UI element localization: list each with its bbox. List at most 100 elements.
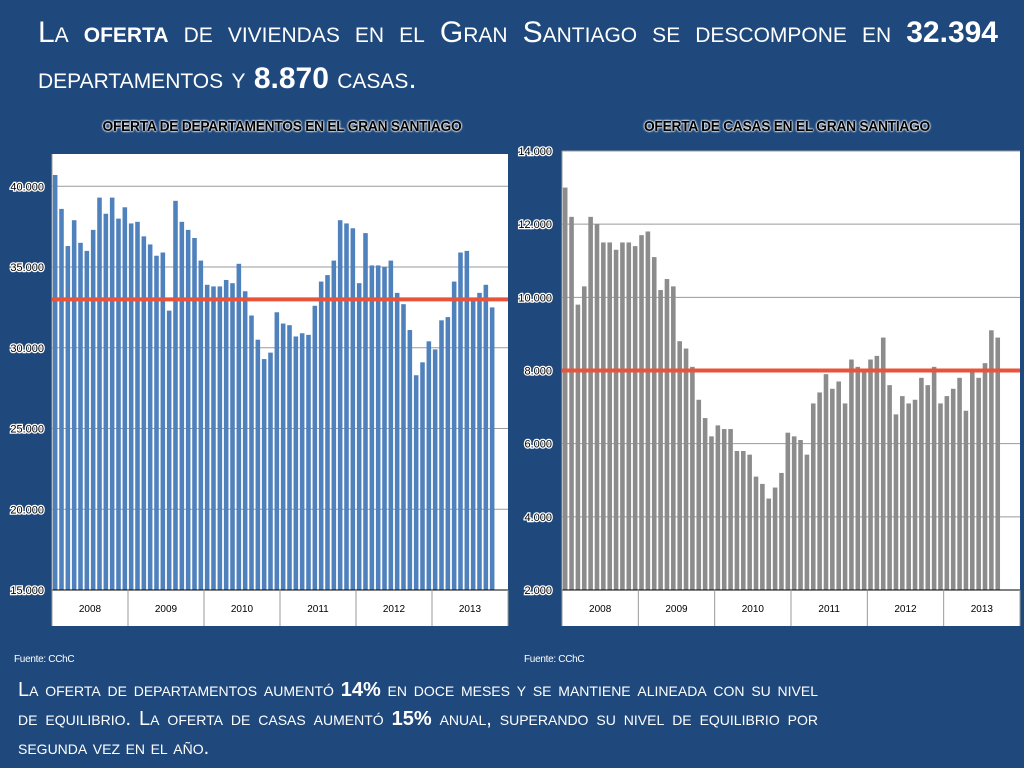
bar [173, 200, 178, 590]
bar [192, 237, 197, 590]
bar [632, 246, 638, 590]
bar [562, 187, 568, 591]
bar [147, 244, 153, 590]
footer-text: La oferta de departamentos aumentó 14% e… [18, 676, 818, 763]
bar [620, 242, 625, 590]
bar [426, 341, 432, 590]
footer-part: anual, superando su nivel de equilibrio … [18, 708, 818, 759]
bar [318, 281, 324, 590]
bar [912, 399, 918, 590]
bar [249, 315, 254, 590]
bar [989, 330, 994, 590]
bar [255, 339, 261, 590]
bar [581, 286, 587, 590]
bar [325, 275, 330, 590]
bar [78, 242, 83, 590]
bar [299, 333, 305, 590]
bar [855, 366, 861, 590]
bar [287, 325, 292, 590]
y-tick-label: 6.000 [524, 439, 552, 451]
y-tick-label: 15.000 [10, 585, 44, 597]
bar [785, 432, 791, 590]
bar [753, 476, 759, 590]
bar [950, 388, 956, 590]
bar [874, 355, 880, 590]
x-tick-label: 2013 [971, 604, 994, 615]
bar [141, 236, 147, 590]
x-tick-label: 2010 [742, 604, 765, 615]
bar [363, 233, 368, 590]
title-part: La [38, 16, 84, 49]
casas-chart: 2.000 4.000 6.000 8.000 10.000 12.000 14.000 20… [517, 145, 1021, 626]
y-tick-label: 40.000 [10, 181, 44, 193]
bar [211, 286, 216, 590]
bar [223, 279, 229, 590]
bar [52, 174, 58, 590]
bar [613, 249, 619, 590]
bar [375, 265, 381, 590]
bar [893, 414, 899, 590]
y-tick-label: 20.000 [10, 504, 44, 516]
title-part: departamentos y [38, 62, 254, 95]
bar [97, 197, 102, 590]
footer-part: en doce meses y se mantiene alineada con… [18, 679, 818, 730]
bar [122, 207, 128, 590]
bar [823, 374, 829, 590]
bar [236, 263, 242, 590]
bar [198, 260, 204, 590]
dept-chart: 15.000 20.000 25.000 30.000 35.000 40.000 2008… [9, 154, 509, 626]
bar [830, 388, 835, 590]
bar [601, 242, 606, 590]
bar [970, 370, 975, 590]
bar [626, 242, 632, 590]
bar [382, 267, 387, 590]
bar [861, 370, 867, 590]
bar [671, 286, 676, 590]
bar [217, 286, 223, 590]
y-tick-label: 14.000 [518, 146, 552, 158]
bar [293, 336, 299, 590]
bar [887, 385, 892, 590]
bar [413, 375, 419, 590]
bar [925, 385, 931, 590]
bar [772, 487, 778, 590]
bar [280, 323, 286, 590]
x-tick-label: 2013 [459, 604, 482, 615]
casas-chart-title: OFERTA DE CASAS EN EL GRAN SANTIAGO [643, 118, 931, 135]
y-tick-label: 10.000 [518, 292, 552, 304]
x-tick-label: 2010 [231, 604, 254, 615]
title-part: 8.870 [253, 62, 329, 95]
y-tick-label: 4.000 [524, 512, 552, 524]
bar [407, 330, 413, 590]
bar [588, 216, 593, 590]
bar [160, 252, 166, 590]
bar [938, 403, 943, 590]
plot-area [562, 151, 1020, 626]
y-tick-label: 8.000 [524, 366, 552, 378]
dept-chart-title: OFERTA DE DEPARTAMENTOS EN EL GRAN SANTI… [102, 118, 462, 135]
bar [683, 348, 689, 590]
bar [963, 410, 969, 590]
bar [458, 252, 463, 590]
bar [154, 255, 159, 590]
bar [645, 231, 651, 590]
bar [995, 337, 1001, 590]
bar [868, 359, 873, 590]
x-tick-label: 2008 [589, 604, 612, 615]
bar [575, 304, 581, 590]
title-part: casas. [328, 62, 417, 95]
bar [931, 366, 937, 590]
y-tick-label: 35.000 [10, 262, 44, 274]
bar [817, 392, 822, 590]
bar [59, 208, 64, 591]
bar [664, 279, 670, 590]
bar [337, 220, 343, 590]
bar [690, 366, 695, 590]
slide-title: La oferta de viviendas en el Gran Santia… [38, 10, 998, 102]
bar [445, 317, 451, 590]
bar [741, 450, 746, 590]
bar [651, 257, 657, 590]
bar [109, 197, 115, 590]
x-tick-label: 2009 [155, 604, 178, 615]
x-tick-label: 2012 [383, 604, 406, 615]
